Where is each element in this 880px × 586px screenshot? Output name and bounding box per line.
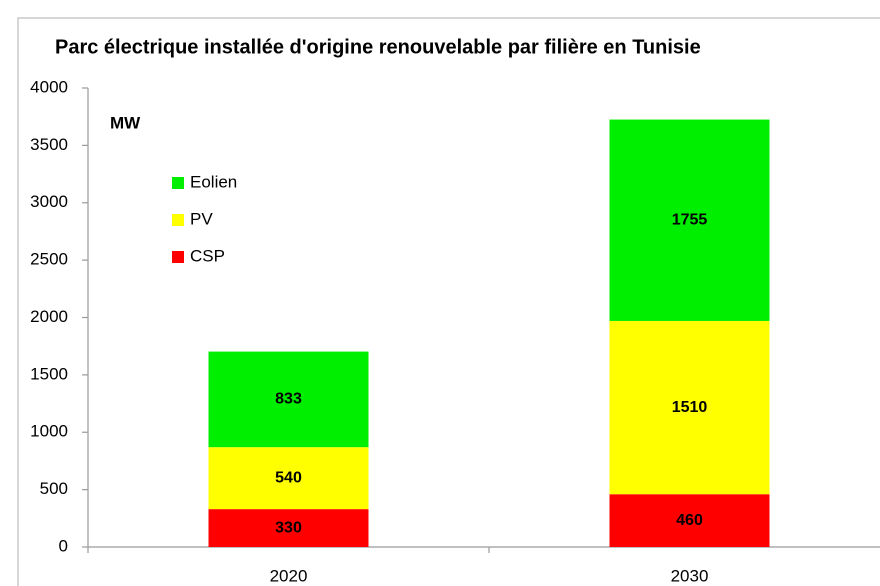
value-label: 330	[275, 519, 302, 536]
y-tick-label: 3500	[30, 135, 68, 154]
y-tick-label: 500	[40, 479, 68, 498]
x-tick-label: 2020	[270, 566, 308, 585]
legend-swatch	[172, 251, 184, 263]
value-label: 1755	[672, 211, 708, 228]
x-tick-label: 2030	[671, 566, 709, 585]
bar-segment	[609, 494, 770, 547]
y-tick-label: 4000	[30, 77, 68, 96]
legend-label: Eolien	[190, 172, 237, 191]
legend-swatch	[172, 177, 184, 189]
chart-title: Parc électrique installée d'origine reno…	[55, 36, 701, 58]
bar-segment	[208, 447, 369, 510]
y-tick-label: 2000	[30, 307, 68, 326]
bar-segment	[208, 351, 369, 448]
value-label: 460	[676, 512, 703, 529]
bar-segment	[609, 119, 770, 321]
unit-label: MW	[110, 113, 141, 132]
value-label: 833	[275, 391, 302, 408]
y-tick-label: 1000	[30, 422, 68, 441]
y-tick-label: 3000	[30, 192, 68, 211]
value-label: 1510	[672, 399, 708, 416]
bar-segment	[609, 320, 770, 495]
bar-segment	[208, 509, 369, 547]
legend-swatch	[172, 214, 184, 226]
value-label: 540	[275, 469, 302, 486]
y-tick-label: 1500	[30, 364, 68, 383]
y-tick-label: 0	[59, 536, 68, 555]
y-tick-label: 2500	[30, 250, 68, 269]
legend-label: CSP	[190, 246, 225, 265]
legend-label: PV	[190, 209, 213, 228]
